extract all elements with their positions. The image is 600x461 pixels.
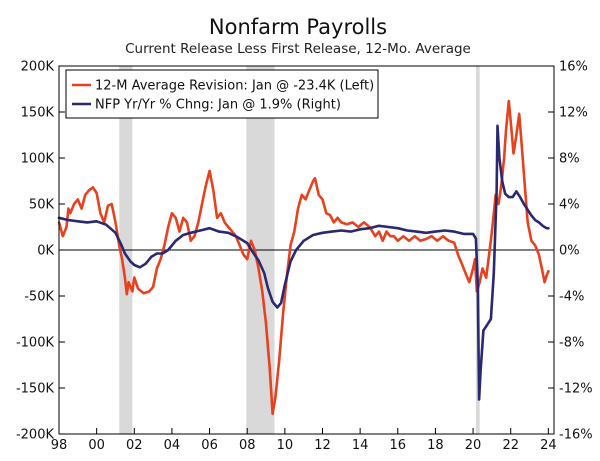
right-tick-label: -4% (559, 290, 584, 305)
right-tick-label: -8% (559, 336, 584, 351)
legend: 12-M Average Revision: Jan @ -23.4K (Lef… (65, 69, 379, 119)
left-tick-label: -100K (16, 336, 55, 351)
left-tick-label: -200K (16, 428, 55, 443)
chart-subtitle: Current Release Less First Release, 12-M… (125, 41, 471, 57)
series-line-revision (57, 99, 550, 416)
right-tick-label: 0% (559, 244, 580, 259)
x-tick-label: 18 (427, 438, 444, 453)
left-tick-label: 200K (21, 60, 55, 75)
x-tick-label: 04 (164, 438, 181, 453)
left-tick-label: 150K (21, 106, 55, 121)
x-tick-label: 02 (126, 438, 143, 453)
chart-title: Nonfarm Payrolls (209, 15, 387, 39)
legend-label-revision: 12-M Average Revision: Jan @ -23.4K (Lef… (95, 79, 374, 94)
right-tick-label: 12% (559, 106, 588, 121)
x-tick-label: 10 (277, 438, 294, 453)
legend-label-nfp: NFP Yr/Yr % Chng: Jan @ 1.9% (Right) (95, 98, 341, 113)
left-axis: 200K 150K 100K 50K 0K -50K -100K -150K -200K (16, 60, 65, 443)
left-tick-label: 0K (37, 244, 54, 259)
x-tick-label: 16 (390, 438, 407, 453)
x-tick-label: 20 (465, 438, 482, 453)
x-tick-label: 24 (540, 438, 557, 453)
x-tick-label: 22 (502, 438, 519, 453)
series-line-nfp (57, 124, 550, 401)
right-tick-label: -12% (559, 382, 593, 397)
left-tick-label: 50K (29, 198, 55, 213)
legend-box (65, 69, 379, 119)
right-tick-label: 16% (559, 60, 588, 75)
x-tick-label: 06 (201, 438, 218, 453)
right-axis: 16% 12% 8% 4% 0% -4% -8% -12% -16% (548, 60, 593, 443)
left-tick-label: -50K (24, 290, 54, 305)
x-tick-label: 98 (51, 438, 68, 453)
right-tick-label: 8% (559, 152, 580, 167)
x-tick-label: 00 (88, 438, 105, 453)
left-tick-label: -150K (16, 382, 55, 397)
x-tick-label: 08 (239, 438, 256, 453)
x-tick-label: 14 (352, 438, 369, 453)
x-axis: 98 00 02 04 06 08 10 12 14 16 18 20 22 24 (51, 428, 557, 453)
right-tick-label: -16% (559, 428, 593, 443)
x-tick-label: 12 (314, 438, 331, 453)
right-tick-label: 4% (559, 198, 580, 213)
left-tick-label: 100K (21, 152, 55, 167)
series-lines (57, 99, 550, 416)
